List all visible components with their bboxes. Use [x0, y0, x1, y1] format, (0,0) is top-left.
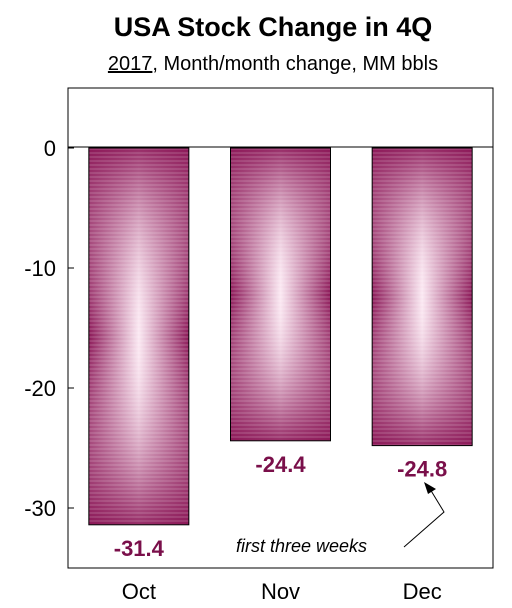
- x-tick-label-nov: Nov: [261, 579, 300, 604]
- bar-outline: [371, 147, 473, 447]
- annotation-note: first three weeks: [236, 536, 367, 556]
- bar-outline: [88, 147, 190, 526]
- subtitle-text: , Month/month change, MM bbls: [152, 53, 438, 75]
- bar-nov: [230, 147, 331, 442]
- y-tick-label: -30: [24, 496, 56, 521]
- x-tick-label-oct: Oct: [122, 579, 156, 604]
- y-tick-label: 0: [44, 136, 56, 161]
- annotation-arrow: [403, 488, 445, 548]
- data-label-nov: -24.4: [255, 452, 306, 477]
- y-tick-label: -10: [24, 256, 56, 281]
- data-label-dec: -24.8: [397, 457, 447, 482]
- chart-subtitle: 2017, Month/month change, MM bbls: [108, 53, 438, 75]
- bar-oct: [88, 147, 190, 526]
- y-tick-label: -20: [24, 376, 56, 401]
- x-tick-label-dec: Dec: [403, 579, 442, 604]
- data-label-oct: -31.4: [114, 536, 165, 561]
- chart-title: USA Stock Change in 4Q: [114, 12, 433, 42]
- annotation-arrowhead: [424, 482, 436, 494]
- bar-outline: [230, 147, 331, 442]
- bar-dec: [371, 147, 473, 447]
- subtitle-year: 2017: [108, 53, 153, 75]
- plot-area: [67, 87, 494, 569]
